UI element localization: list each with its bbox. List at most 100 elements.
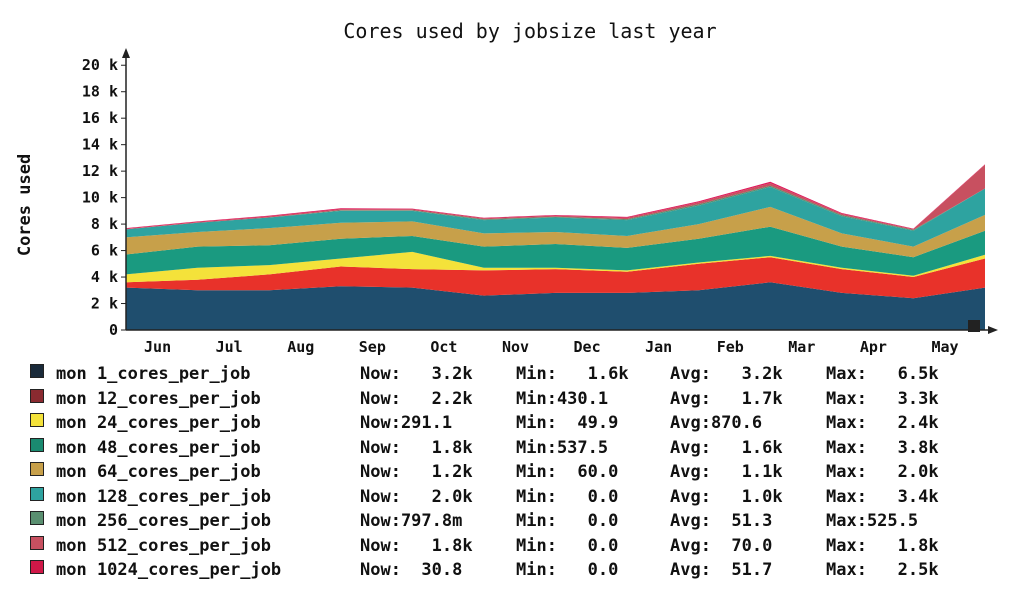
legend-row: mon 256_cores_per_job Now:797.8m Min: 0.0 A… xyxy=(30,511,1030,535)
legend-max: Max: 1.8k xyxy=(826,535,939,556)
legend-avg: Avg: 1.1k xyxy=(670,462,783,482)
legend-min: Min:430.1 xyxy=(516,388,609,409)
legend-label: mon 1_cores_per_job xyxy=(56,364,251,384)
series-area-128_cores_per_job xyxy=(126,187,985,247)
legend-row: mon 512_cores_per_job Now: 1.8k Min: 0.0 Av… xyxy=(30,535,1030,560)
stacked-areas xyxy=(126,164,985,330)
legend-now: Now: 2.2k xyxy=(360,388,473,409)
legend-now: Now: 2.0k xyxy=(360,486,473,507)
legend-min: Min: 0.0 xyxy=(516,560,619,580)
legend-max: Max: 2.0k xyxy=(826,462,939,482)
legend-avg: Avg: 3.2k xyxy=(670,364,783,384)
x-tick-label: Nov xyxy=(502,338,529,356)
x-tick-label: Sep xyxy=(359,338,386,356)
y-axis-ticks: 0 2 k 4 k 6 k 8 k 10 k 12 k 14 k 16 k 18 k 20 k xyxy=(82,56,126,339)
legend-min: Min: 0.0 xyxy=(516,486,619,507)
legend-avg: Avg: 51.7 xyxy=(670,560,773,580)
legend-swatch xyxy=(30,437,44,452)
x-tick-label: Feb xyxy=(717,338,744,356)
legend-min: Min: 0.0 xyxy=(516,511,619,531)
series-area-12_cores_per_job xyxy=(126,257,985,299)
legend-label: mon 128_cores_per_job xyxy=(56,486,271,507)
legend-max: Max: 3.8k xyxy=(826,437,939,458)
legend-row: mon 128_cores_per_job Now: 2.0k Min: 0.0 Av… xyxy=(30,486,1030,511)
legend-avg: Avg: 1.0k xyxy=(670,486,783,507)
y-tick-label: 0 xyxy=(109,321,118,339)
series-area-24_cores_per_job xyxy=(126,251,985,283)
x-axis-ticks: Jun Jul Aug Sep Oct Nov Dec Jan Feb Mar Apr May xyxy=(144,338,959,356)
legend-avg: Avg:870.6 xyxy=(670,413,763,433)
legend-now: Now: 1.8k xyxy=(360,535,473,556)
legend-swatch xyxy=(30,560,44,574)
legend-row: mon 1_cores_per_job Now: 3.2k Min: 1.6k Avg… xyxy=(30,364,1030,388)
y-tick-label: 12 k xyxy=(82,162,118,180)
x-tick-label: Jul xyxy=(216,338,243,356)
legend-min: Min: 0.0 xyxy=(516,535,619,556)
y-tick-label: 14 k xyxy=(82,136,118,154)
x-tick-label: Jan xyxy=(645,338,672,356)
legend-min: Min: 60.0 xyxy=(516,462,619,482)
legend-row: mon 64_cores_per_job Now: 1.2k Min: 60.0 Av… xyxy=(30,462,1030,486)
legend-swatch xyxy=(30,364,44,378)
legend-now: Now: 3.2k xyxy=(360,364,473,384)
x-tick-label: Oct xyxy=(430,338,457,356)
series-area-64_cores_per_job xyxy=(126,206,985,258)
legend-row: mon 12_cores_per_job Now: 2.2k Min:430.1 Av… xyxy=(30,388,1030,413)
legend-max: Max: 3.4k xyxy=(826,486,939,507)
y-tick-label: 16 k xyxy=(82,109,118,127)
legend-swatch xyxy=(30,486,44,501)
legend-now: Now:797.8m xyxy=(360,511,463,531)
y-tick-label: 20 k xyxy=(82,56,118,74)
legend-label: mon 1024_cores_per_job xyxy=(56,560,282,580)
x-tick-label: Apr xyxy=(860,338,887,356)
y-axis-arrow xyxy=(122,48,130,58)
chart-title: Cores used by jobsize last year xyxy=(343,19,716,43)
y-tick-label: 8 k xyxy=(91,215,118,233)
legend-swatch xyxy=(30,462,44,476)
legend-max: Max: 2.4k xyxy=(826,413,939,433)
y-tick-label: 4 k xyxy=(91,268,118,286)
legend-now: Now: 30.8 xyxy=(360,560,463,580)
y-tick-label: 10 k xyxy=(82,189,118,207)
legend-min: Min: 1.6k xyxy=(516,364,629,384)
now-marker xyxy=(968,320,980,332)
legend-row: mon 1024_cores_per_job Now: 30.8 Min: 0.0 A… xyxy=(30,560,1030,584)
legend-now: Now: 1.8k xyxy=(360,437,473,458)
x-tick-label: Mar xyxy=(788,338,815,356)
legend-label: mon 12_cores_per_job xyxy=(56,388,261,409)
x-axis-arrow xyxy=(988,326,998,334)
y-axis-label: Cores used xyxy=(15,154,35,256)
legend-avg: Avg: 1.7k xyxy=(670,388,783,409)
x-tick-label: Dec xyxy=(574,338,601,356)
legend-label: mon 256_cores_per_job xyxy=(56,511,271,531)
y-tick-label: 2 k xyxy=(91,295,118,313)
legend-label: mon 24_cores_per_job xyxy=(56,413,261,433)
legend-avg: Avg: 51.3 xyxy=(670,511,773,531)
legend-label: mon 64_cores_per_job xyxy=(56,462,261,482)
x-tick-label: Jun xyxy=(144,338,171,356)
legend-label: mon 48_cores_per_job xyxy=(56,437,261,458)
legend-swatch xyxy=(30,413,44,427)
x-tick-label: May xyxy=(931,338,958,356)
legend-row: mon 24_cores_per_job Now:291.1 Min: 49.9 Av… xyxy=(30,413,1030,437)
legend-now: Now:291.1 xyxy=(360,413,453,433)
legend-now: Now: 1.2k xyxy=(360,462,473,482)
legend-row: mon 48_cores_per_job Now: 1.8k Min:537.5 Av… xyxy=(30,437,1030,462)
legend-avg: Avg: 1.6k xyxy=(670,437,783,458)
legend-avg: Avg: 70.0 xyxy=(670,535,773,556)
legend-max: Max: 3.3k xyxy=(826,388,939,409)
series-area-48_cores_per_job xyxy=(126,226,985,276)
series-area-1_cores_per_job xyxy=(126,282,985,330)
legend-max: Max:525.5 xyxy=(826,511,919,531)
legend-min: Min: 49.9 xyxy=(516,413,619,433)
y-tick-label: 18 k xyxy=(82,83,118,101)
legend-label: mon 512_cores_per_job xyxy=(56,535,271,556)
legend-swatch xyxy=(30,511,44,525)
legend-min: Min:537.5 xyxy=(516,437,609,458)
x-tick-label: Aug xyxy=(287,338,314,356)
legend-swatch xyxy=(30,535,44,550)
legend-swatch xyxy=(30,388,44,403)
legend-max: Max: 2.5k xyxy=(826,560,939,580)
legend-max: Max: 6.5k xyxy=(826,364,939,384)
